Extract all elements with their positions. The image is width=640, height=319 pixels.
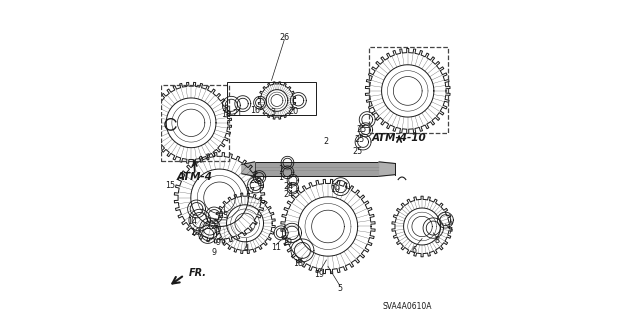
Text: 25: 25 xyxy=(356,125,367,134)
Text: 16: 16 xyxy=(250,106,260,115)
Text: FR.: FR. xyxy=(189,268,207,278)
Bar xyxy=(255,162,379,176)
Text: 11: 11 xyxy=(271,243,281,252)
Text: 19: 19 xyxy=(282,238,292,247)
Text: 21: 21 xyxy=(232,109,243,118)
Text: 7: 7 xyxy=(447,227,452,236)
Text: 1: 1 xyxy=(278,165,284,174)
Text: 1: 1 xyxy=(278,173,284,182)
Text: 9: 9 xyxy=(212,248,217,256)
Text: 17: 17 xyxy=(245,187,255,196)
Text: ATM-4-10: ATM-4-10 xyxy=(372,133,426,143)
Text: 19: 19 xyxy=(314,270,324,279)
Text: 3: 3 xyxy=(270,108,275,117)
Text: 2: 2 xyxy=(323,137,328,146)
Bar xyxy=(227,82,316,115)
Text: 13: 13 xyxy=(221,110,231,119)
Text: SVA4A0610A: SVA4A0610A xyxy=(383,302,433,311)
Text: 25: 25 xyxy=(353,147,363,156)
Bar xyxy=(161,85,229,161)
Text: 10: 10 xyxy=(190,228,200,237)
Text: 22: 22 xyxy=(250,176,260,185)
Polygon shape xyxy=(379,162,395,176)
Text: 18: 18 xyxy=(293,259,303,268)
Text: 24: 24 xyxy=(283,182,293,191)
Text: 8: 8 xyxy=(435,236,440,245)
Text: 14: 14 xyxy=(187,217,196,226)
Text: 12: 12 xyxy=(206,222,216,231)
Text: 6: 6 xyxy=(412,246,417,255)
Polygon shape xyxy=(242,162,255,176)
Text: 20: 20 xyxy=(289,107,299,115)
Text: 15: 15 xyxy=(166,181,176,190)
Text: 5: 5 xyxy=(337,284,342,293)
Text: 4: 4 xyxy=(243,244,248,253)
Text: ATM-4: ATM-4 xyxy=(177,172,212,182)
Bar xyxy=(369,47,448,133)
Text: 25: 25 xyxy=(355,135,365,144)
Text: 24: 24 xyxy=(283,190,293,199)
Text: 26: 26 xyxy=(279,33,289,42)
Text: 23: 23 xyxy=(219,211,228,220)
Text: 19: 19 xyxy=(330,185,340,194)
Text: 9: 9 xyxy=(215,238,221,247)
